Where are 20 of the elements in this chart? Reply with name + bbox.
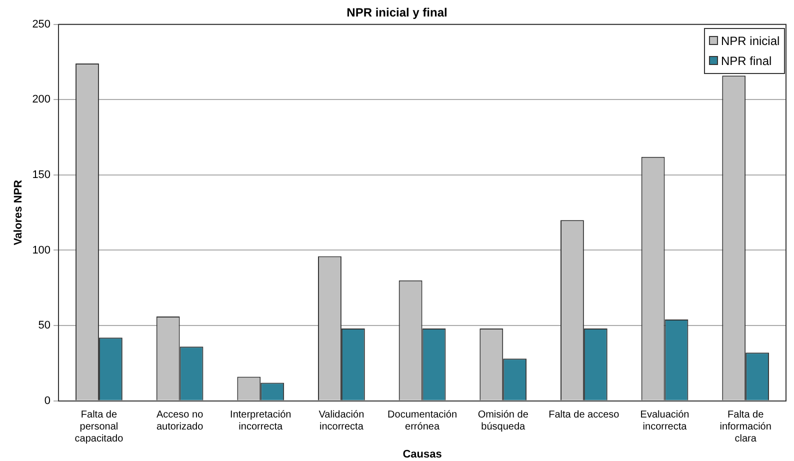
y-tick-label: 200 — [32, 94, 51, 106]
x-tick-label: Validación incorrecta — [318, 410, 364, 433]
x-tick-label: Documentación errónea — [388, 410, 458, 433]
x-tick-label: Acceso no autorizado — [156, 410, 204, 433]
y-tick-label: 150 — [32, 168, 51, 181]
legend-label: NPR final — [720, 53, 773, 70]
y-tick-label: 250 — [32, 18, 51, 30]
x-tick-label: Omisión de búsqueda — [478, 410, 529, 433]
x-tick-label: Interpretación incorrecta — [230, 410, 292, 433]
y-tick-label: 0 — [44, 394, 51, 407]
x-tick-label: Evaluación incorrecta — [640, 410, 690, 433]
legend-label: NPR inicial — [720, 33, 780, 50]
y-axis-title: Valores NPR — [12, 180, 25, 246]
x-axis-title: Causas — [402, 448, 442, 460]
x-tick-label: Falta de información clara — [720, 410, 772, 445]
x-tick-label: Falta de personal capacitado — [74, 410, 124, 445]
x-tick-label: Falta de acceso — [548, 410, 620, 421]
y-tick-label: 50 — [38, 320, 51, 332]
y-tick-label: 100 — [32, 244, 51, 256]
chart-title: NPR inicial y final — [346, 6, 448, 20]
